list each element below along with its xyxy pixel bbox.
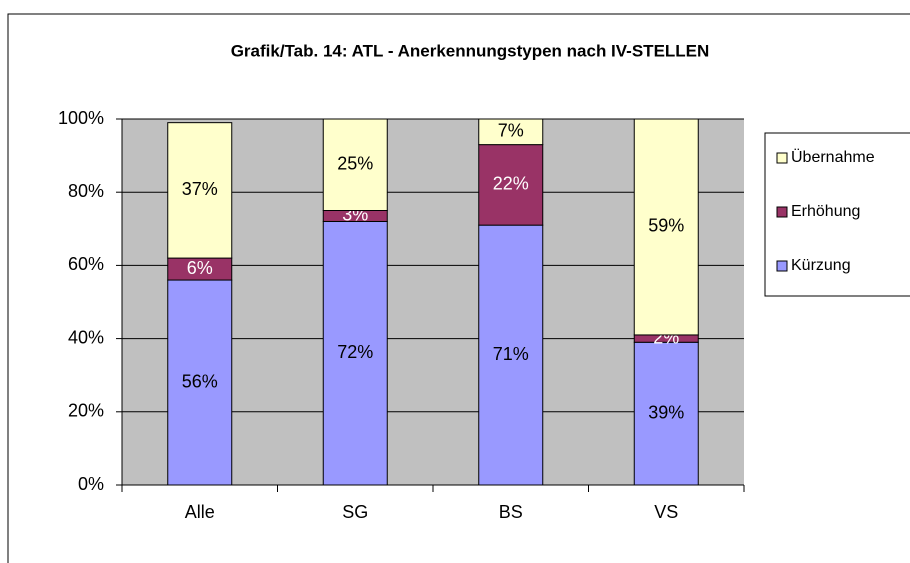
bar-segment [478,144,544,226]
legend-box [764,132,910,297]
chart-title: Grafik/Tab. 14: ATL - Anerkennungstypen … [231,41,710,60]
legend-swatch [776,260,788,272]
bar-segment [633,341,699,486]
bar-segment [167,279,233,486]
legend-swatch [776,152,788,164]
legend-swatch [776,206,788,218]
bar-segment [322,118,388,211]
legend-label: Erhöhung [791,203,860,220]
y-tick-label: 40% [68,327,104,347]
x-tick-label: BS [499,502,523,522]
value-label: 59% [648,216,684,236]
legend-label: Übernahme [791,148,875,166]
y-tick-label: 100% [58,108,104,128]
y-tick-label: 20% [68,401,104,421]
y-tick-label: 0% [78,474,104,494]
value-label: 25% [337,154,373,174]
y-tick-label: 60% [68,254,104,274]
bar-segment [167,122,233,259]
value-label: 22% [493,174,529,194]
bar-segment [478,118,544,146]
bar-segment [478,224,544,486]
value-label: 71% [493,344,529,364]
x-tick-label: VS [654,502,678,522]
value-label: 72% [337,342,373,362]
value-label: 37% [182,179,218,199]
y-tick-label: 80% [68,181,104,201]
bar-segment [322,220,388,486]
legend-label: Kürzung [791,257,851,274]
x-tick-label: SG [342,502,368,522]
value-label: 7% [498,121,524,141]
value-label: 6% [187,258,213,278]
value-label: 39% [648,402,684,422]
x-tick-label: Alle [185,502,215,522]
value-label: 56% [182,371,218,391]
bar-segment [633,118,699,336]
